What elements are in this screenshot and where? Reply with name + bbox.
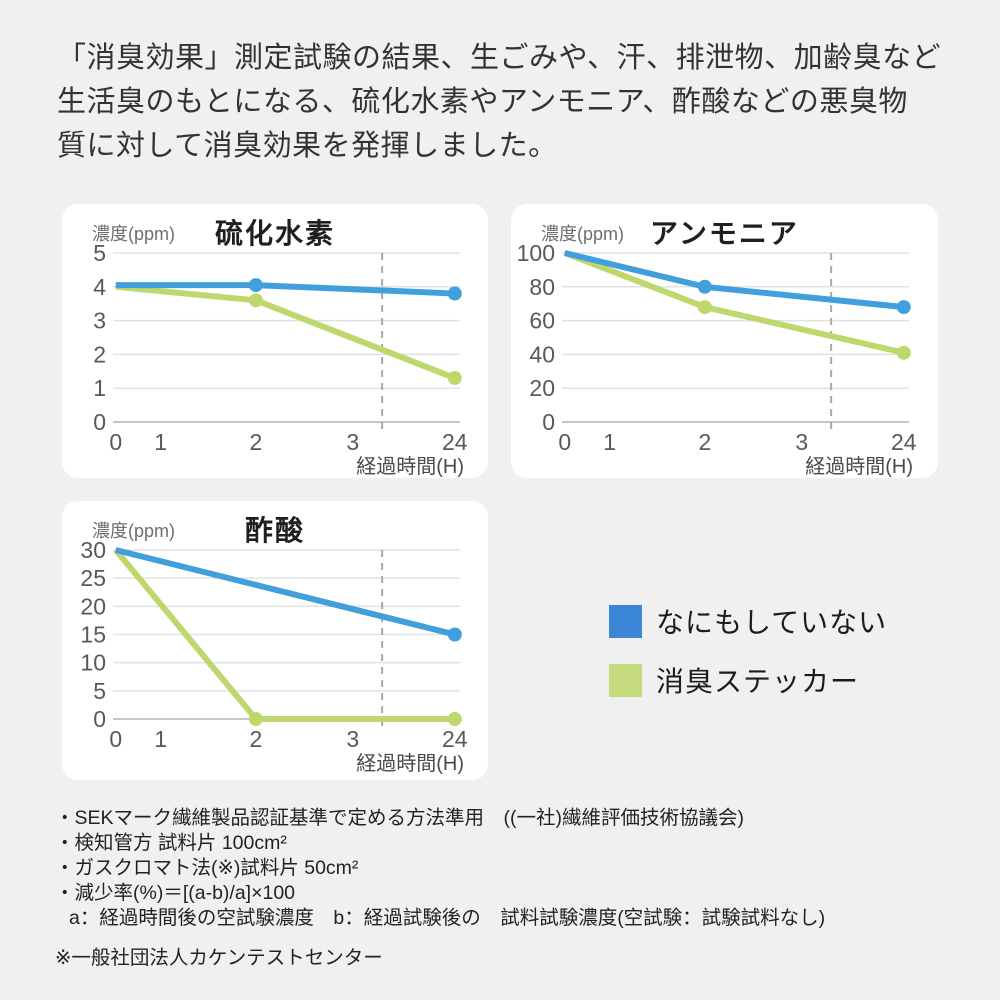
note-line: ・SEKマーク繊維製品認証基準で定める方法準用 ((一社)繊維評価技術協議会) (55, 807, 744, 829)
lead-line-1: 「消臭効果」測定試験の結果、生ごみや、汗、排泄物、加齢臭など (57, 42, 942, 74)
svg-text:20: 20 (529, 375, 555, 401)
chart-title-acetic-acid: 酢酸 (244, 515, 305, 546)
svg-text:24: 24 (442, 429, 468, 455)
svg-text:30: 30 (80, 537, 106, 563)
note-line: ・ガスクロマト法(※)試料片 50cm² (55, 857, 359, 879)
legend-item-untreated: なにもしていない (609, 601, 887, 641)
svg-text:100: 100 (517, 240, 555, 266)
svg-text:80: 80 (529, 274, 555, 300)
chart-card-acetic-acid: 濃度(ppm) 酢酸 0 5 10 15 20 25 30 0 1 2 3 24 経過時間(H) (62, 501, 488, 780)
svg-text:0: 0 (109, 726, 122, 752)
svg-text:3: 3 (346, 429, 359, 455)
svg-text:24: 24 (442, 726, 468, 752)
svg-text:60: 60 (529, 308, 555, 334)
svg-text:1: 1 (603, 429, 616, 455)
svg-text:経過時間(H): 経過時間(H) (805, 455, 913, 478)
legend-label-deodorant-sticker: 消臭ステッカー (656, 666, 860, 697)
note-line: a：経過時間後の空試験濃度 b：経過試験後の 試料試験濃度(空試験：試験試料なし… (69, 907, 826, 929)
svg-text:3: 3 (795, 429, 808, 455)
svg-text:5: 5 (93, 240, 106, 266)
y-axis-unit-label: 濃度(ppm) (541, 224, 625, 244)
svg-text:0: 0 (109, 429, 122, 455)
y-axis-unit-label: 濃度(ppm) (92, 521, 176, 541)
note-line: ・減少率(%)＝[(a-b)/a]×100 (55, 882, 296, 904)
legend-item-deodorant-sticker: 消臭ステッカー (609, 660, 887, 700)
svg-text:4: 4 (93, 274, 106, 300)
note-line: ・検知管方 試料片 100cm² (55, 832, 287, 854)
chart-card-hydrogen-sulfide: 濃度(ppm) 硫化水素 0 1 2 3 4 5 0 1 2 3 24 経過時間(H) (62, 204, 488, 478)
svg-text:0: 0 (93, 706, 106, 732)
svg-text:0: 0 (542, 409, 555, 435)
svg-text:15: 15 (80, 622, 106, 648)
lead-text: 「消臭効果」測定試験の結果、生ごみや、汗、排泄物、加齢臭など 生活臭のもとになる、… (57, 36, 957, 168)
svg-text:0: 0 (558, 429, 571, 455)
legend-swatch-green (609, 663, 642, 697)
svg-text:1: 1 (154, 726, 167, 752)
chart-title-ammonia: アンモニア (650, 218, 799, 249)
lead-line-2: 生活臭のもとになる、硫化水素やアンモニア、酢酸などの悪臭物 (57, 86, 908, 118)
chart-card-ammonia: 濃度(ppm) アンモニア 0 20 40 60 80 100 0 1 2 3 24 経過時間(H) (511, 204, 938, 478)
test-method-notes: ・SEKマーク繊維製品認証基準で定める方法準用 ((一社)繊維評価技術協議会) … (55, 806, 825, 971)
svg-text:経過時間(H): 経過時間(H) (356, 752, 464, 775)
svg-text:24: 24 (891, 429, 917, 455)
svg-text:0: 0 (93, 409, 106, 435)
svg-text:5: 5 (93, 678, 106, 704)
svg-text:1: 1 (154, 429, 167, 455)
svg-text:25: 25 (80, 565, 106, 591)
legend-swatch-blue (609, 604, 642, 638)
svg-text:40: 40 (529, 341, 555, 367)
svg-text:1: 1 (93, 375, 106, 401)
svg-text:経過時間(H): 経過時間(H) (356, 455, 464, 478)
svg-text:20: 20 (80, 593, 106, 619)
chart-title-hydrogen-sulfide: 硫化水素 (214, 218, 335, 249)
svg-text:2: 2 (698, 429, 711, 455)
lead-line-3: 質に対して消臭効果を発揮しました。 (57, 130, 558, 162)
legend: なにもしていない 消臭ステッカー (609, 601, 887, 719)
note-source: ※一般社団法人カケンテストセンター (55, 947, 383, 969)
y-axis-unit-label: 濃度(ppm) (92, 224, 176, 244)
svg-text:2: 2 (93, 341, 106, 367)
svg-text:3: 3 (346, 726, 359, 752)
legend-label-untreated: なにもしていない (656, 607, 888, 638)
svg-text:10: 10 (80, 650, 106, 676)
svg-text:2: 2 (249, 429, 262, 455)
svg-text:2: 2 (249, 726, 262, 752)
svg-text:3: 3 (93, 308, 106, 334)
